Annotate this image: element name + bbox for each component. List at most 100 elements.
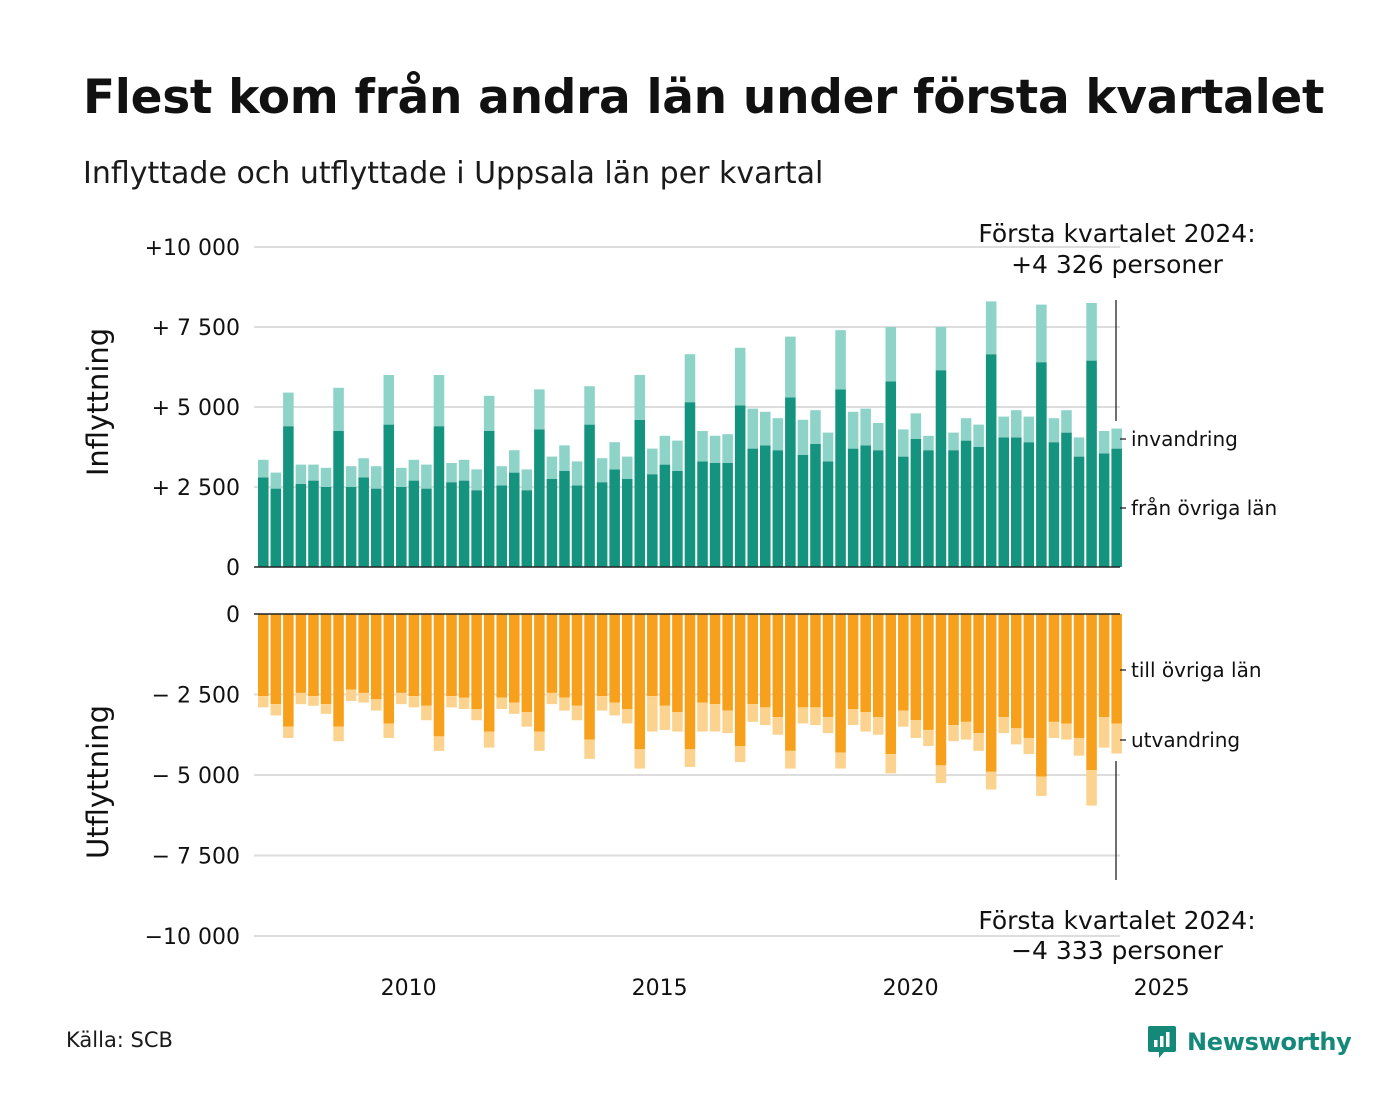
bar-utvandring: [596, 696, 608, 711]
bar-till-ovriga-lan: [270, 614, 282, 705]
y-axis-label-utflyttning: Utflyttning: [81, 705, 115, 859]
bar-till-ovriga-lan: [446, 614, 457, 697]
bar-fran-ovriga-lan: [1036, 362, 1047, 567]
bar-till-ovriga-lan: [546, 614, 558, 693]
x-tick-label: 2010: [381, 976, 437, 1001]
bar-till-ovriga-lan: [659, 614, 671, 706]
bar-utvandring: [647, 696, 658, 732]
bar-fran-ovriga-lan: [609, 469, 620, 567]
bar-utvandring: [1111, 723, 1122, 754]
bar-till-ovriga-lan: [1098, 614, 1110, 718]
bar-utvandring: [985, 771, 997, 790]
bar-fran-ovriga-lan: [659, 464, 671, 567]
bar-fran-ovriga-lan: [734, 405, 746, 567]
bar-fran-ovriga-lan: [948, 450, 959, 567]
chart-title: Flest kom från andra län under första kv…: [83, 70, 1325, 125]
bar-fran-ovriga-lan: [985, 354, 997, 567]
newsworthy-logo-icon: [1148, 1026, 1176, 1058]
bar-till-ovriga-lan: [1111, 614, 1122, 724]
bar-till-ovriga-lan: [810, 614, 821, 708]
bar-fran-ovriga-lan: [270, 488, 282, 567]
bar-invandring: [722, 434, 733, 463]
bar-till-ovriga-lan: [408, 614, 420, 697]
bar-invandring: [985, 301, 997, 355]
bar-utvandring: [345, 689, 357, 701]
bar-fran-ovriga-lan: [1011, 437, 1022, 567]
y-tick-label-top: + 5 000: [152, 396, 240, 421]
y-tick-label-top: 0: [226, 556, 240, 581]
bar-utvandring: [948, 725, 959, 742]
bar-till-ovriga-lan: [383, 614, 395, 724]
legend-till-ovriga-lan: till övriga län: [1120, 658, 1262, 682]
bar-till-ovriga-lan: [885, 614, 897, 755]
bar-invandring: [370, 466, 382, 489]
bar-utvandring: [722, 710, 733, 734]
bar-invandring: [810, 410, 821, 444]
bar-fran-ovriga-lan: [471, 490, 482, 567]
bar-utvandring: [1098, 717, 1110, 748]
bar-fran-ovriga-lan: [910, 439, 922, 567]
bar-till-ovriga-lan: [747, 614, 758, 705]
bar-invandring: [483, 395, 495, 431]
bar-invandring: [885, 327, 897, 382]
bar-utvandring: [684, 749, 696, 767]
bar-fran-ovriga-lan: [822, 461, 834, 567]
y-axis-label-inflyttning: Inflyttning: [81, 328, 115, 476]
bar-invandring: [396, 467, 407, 487]
bar-utvandring: [571, 705, 583, 721]
bar-utvandring: [396, 692, 407, 705]
bar-invandring: [1061, 410, 1072, 433]
bar-utvandring: [534, 731, 545, 751]
bar-fran-ovriga-lan: [898, 456, 909, 567]
bar-utvandring: [258, 696, 269, 708]
bar-fran-ovriga-lan: [370, 488, 382, 567]
bar-utvandring: [270, 704, 282, 716]
bar-fran-ovriga-lan: [785, 397, 796, 567]
bar-invandring: [910, 413, 922, 439]
bar-fran-ovriga-lan: [747, 448, 758, 567]
bar-fran-ovriga-lan: [320, 487, 332, 567]
bar-invandring: [1111, 428, 1122, 449]
bar-fran-ovriga-lan: [1111, 448, 1122, 567]
bar-till-ovriga-lan: [295, 614, 307, 693]
bar-invandring: [672, 440, 683, 471]
y-tick-label-top: +10 000: [145, 236, 240, 261]
bar-till-ovriga-lan: [860, 614, 871, 713]
bar-utvandring: [433, 736, 445, 751]
bar-invandring: [421, 464, 432, 489]
brand-name: Newsworthy: [1187, 1028, 1352, 1056]
annotation-bottom-line2: −4 333 personer: [1011, 936, 1224, 965]
bar-utvandring: [1073, 737, 1085, 756]
bar-till-ovriga-lan: [521, 614, 533, 713]
bar-utvandring: [408, 696, 420, 708]
legend-label-fran-ovriga-lan: från övriga län: [1131, 496, 1277, 520]
y-tick-label-bottom: − 7 500: [152, 845, 240, 870]
y-tick-label-bottom: − 5 000: [152, 764, 240, 789]
y-tick-label-bottom: 0: [226, 603, 240, 628]
bar-invandring: [923, 435, 934, 451]
bar-invandring: [446, 463, 457, 483]
bar-utvandring: [370, 699, 382, 711]
annotation-top-line2: +4 326 personer: [1011, 250, 1224, 279]
bar-utvandring: [1011, 728, 1022, 745]
bar-till-ovriga-lan: [935, 614, 947, 766]
bar-utvandring: [810, 707, 821, 726]
bar-utvandring: [998, 717, 1009, 734]
bar-fran-ovriga-lan: [446, 482, 457, 567]
bar-till-ovriga-lan: [496, 614, 507, 698]
bar-till-ovriga-lan: [571, 614, 583, 706]
bar-till-ovriga-lan: [458, 614, 470, 698]
bar-till-ovriga-lan: [822, 614, 834, 718]
bar-till-ovriga-lan: [1036, 614, 1047, 777]
bar-utvandring: [734, 746, 746, 763]
bar-utvandring: [283, 726, 294, 738]
bar-till-ovriga-lan: [722, 614, 733, 711]
bar-till-ovriga-lan: [1073, 614, 1085, 738]
bar-fran-ovriga-lan: [383, 424, 395, 567]
bar-till-ovriga-lan: [785, 614, 796, 751]
bar-fran-ovriga-lan: [534, 429, 545, 567]
bar-utvandring: [1048, 721, 1060, 738]
bar-till-ovriga-lan: [634, 614, 646, 750]
bar-invandring: [408, 459, 420, 481]
bar-fran-ovriga-lan: [973, 447, 984, 567]
